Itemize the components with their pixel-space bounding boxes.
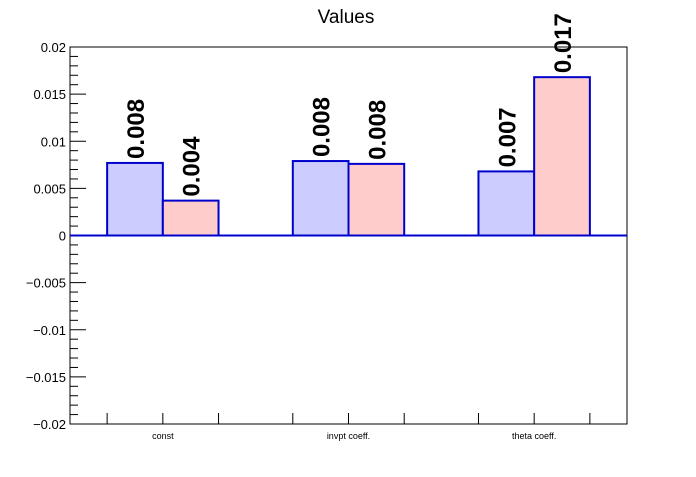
- bars: [106, 76, 591, 237]
- data-label: 0.008: [364, 100, 391, 160]
- bar: [106, 161, 164, 237]
- y-tick-label: −0.015: [26, 370, 66, 385]
- bar: [477, 170, 536, 237]
- y-tick-label: 0: [59, 229, 66, 244]
- chart-title: Values: [318, 7, 375, 28]
- bar: [291, 160, 350, 237]
- data-label: 0.008: [123, 99, 150, 159]
- y-tick-label: 0.02: [41, 40, 66, 55]
- data-labels: 0.008 0.004 0.008 0.008 0.007 0.017: [123, 13, 577, 197]
- bar: [347, 162, 406, 237]
- axis-ticks: [70, 46, 591, 425]
- y-tick-label: 0.01: [41, 134, 66, 149]
- data-label: 0.007: [494, 107, 521, 167]
- data-label: 0.017: [550, 13, 577, 73]
- y-tick-label: −0.02: [33, 417, 66, 432]
- y-tick-labels: −0.02 −0.015 −0.01 −0.005 0 0.005 0.01 0.015 0.0…: [26, 40, 66, 432]
- data-label: 0.008: [309, 97, 336, 157]
- bar: [161, 199, 220, 237]
- y-tick-label: −0.005: [26, 276, 66, 291]
- data-label: 0.004: [179, 136, 206, 197]
- x-category-label: invpt coeff.: [327, 431, 370, 441]
- x-category-label: const: [152, 431, 174, 441]
- x-category-label: theta coeff.: [512, 431, 556, 441]
- y-tick-label: 0.015: [33, 87, 66, 102]
- x-tick-labels: const invpt coeff. theta coeff.: [152, 431, 556, 441]
- bar: [533, 76, 591, 237]
- y-tick-label: 0.005: [33, 181, 66, 196]
- y-tick-label: −0.01: [33, 323, 66, 338]
